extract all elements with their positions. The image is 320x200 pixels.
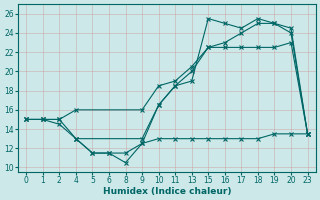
X-axis label: Humidex (Indice chaleur): Humidex (Indice chaleur) [103,187,231,196]
